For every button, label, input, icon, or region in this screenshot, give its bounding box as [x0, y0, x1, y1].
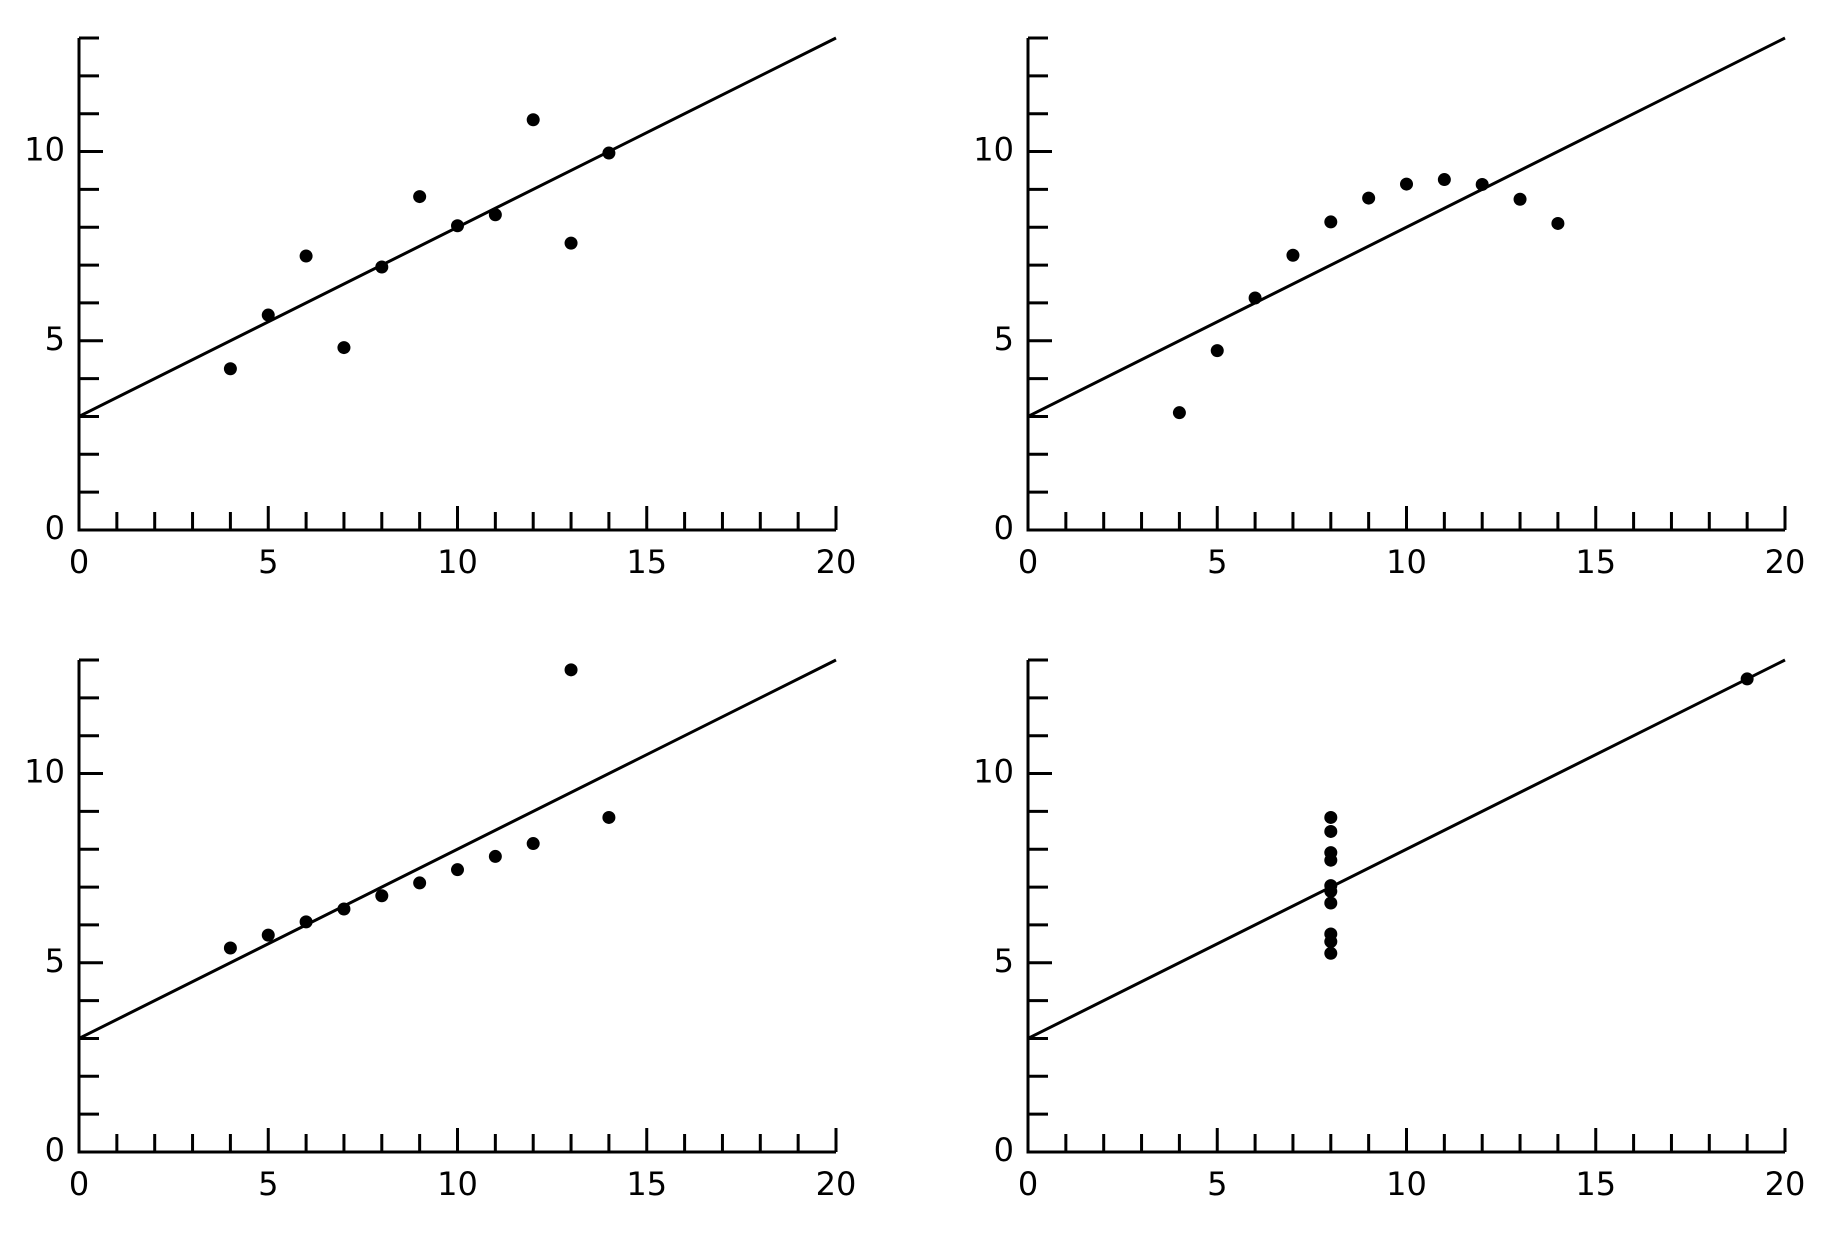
point — [451, 863, 464, 877]
y-tick-label: 5 — [994, 320, 1014, 358]
point — [223, 941, 237, 955]
y-tick-label: 10 — [973, 753, 1014, 791]
x-tick-label: 10 — [1386, 543, 1427, 581]
fit-line — [78, 658, 837, 1040]
axes — [77, 660, 836, 1154]
x-tick-label: 10 — [437, 543, 478, 581]
point — [1475, 177, 1489, 191]
point — [1324, 896, 1338, 910]
point — [375, 260, 389, 274]
x-tick-label: 5 — [1207, 543, 1227, 581]
point — [1248, 291, 1262, 305]
point — [413, 876, 427, 890]
x-tick-label: 20 — [1765, 543, 1806, 581]
point — [337, 902, 351, 916]
point — [526, 113, 540, 127]
x-tick-label: 20 — [816, 1165, 857, 1203]
point — [1513, 192, 1527, 206]
point — [488, 849, 502, 863]
point — [299, 249, 313, 263]
y-tick-label: 10 — [973, 131, 1014, 169]
x-tick-label: 20 — [1765, 1165, 1806, 1203]
point — [1437, 173, 1451, 187]
fit-line — [1027, 36, 1786, 418]
y-tick-label: 0 — [994, 1131, 1014, 1169]
x-tick-label: 15 — [1575, 1165, 1616, 1203]
y-tick-label: 0 — [45, 509, 65, 547]
y-tick-label: 0 — [45, 1131, 65, 1169]
y-tick-label: 5 — [45, 320, 65, 358]
point — [1286, 248, 1300, 262]
x-tick-label: 15 — [1575, 543, 1616, 581]
point — [1172, 406, 1186, 420]
point — [602, 146, 616, 160]
y-tick-label: 5 — [994, 942, 1014, 980]
axes — [1026, 38, 1785, 532]
fit-line — [1027, 658, 1786, 1040]
point — [1210, 344, 1224, 358]
point — [413, 190, 427, 204]
y-tick-label: 10 — [24, 753, 65, 791]
x-tick-label: 0 — [1018, 1165, 1038, 1203]
y-tick-label: 0 — [994, 509, 1014, 547]
point — [299, 915, 313, 929]
x-tick-label: 15 — [626, 543, 667, 581]
x-tick-label: 5 — [258, 543, 278, 581]
point — [564, 236, 578, 250]
point — [261, 928, 275, 942]
point — [223, 362, 237, 376]
point — [602, 810, 616, 824]
point — [1400, 177, 1413, 191]
x-tick-label: 5 — [258, 1165, 278, 1203]
point — [488, 208, 502, 222]
point — [1740, 672, 1754, 686]
x-tick-label: 5 — [1207, 1165, 1227, 1203]
point — [1324, 935, 1338, 949]
x-tick-label: 15 — [626, 1165, 667, 1203]
point — [375, 889, 389, 903]
y-tick-label: 5 — [45, 942, 65, 980]
x-tick-label: 20 — [816, 543, 857, 581]
point — [1324, 846, 1338, 860]
point — [337, 341, 351, 355]
x-tick-label: 10 — [1386, 1165, 1427, 1203]
y-tick-label: 10 — [24, 131, 65, 169]
axes — [77, 38, 836, 532]
point — [526, 837, 540, 851]
point — [1324, 946, 1338, 960]
point — [1551, 216, 1565, 230]
point — [1324, 215, 1338, 229]
point — [261, 308, 275, 322]
point — [1324, 810, 1338, 824]
x-tick-label: 10 — [437, 1165, 478, 1203]
axes — [1026, 660, 1785, 1154]
point — [1362, 191, 1376, 205]
point — [564, 663, 578, 677]
point — [1324, 884, 1338, 898]
point — [451, 219, 464, 233]
x-tick-label: 0 — [69, 543, 89, 581]
x-tick-label: 0 — [1018, 543, 1038, 581]
x-tick-label: 0 — [69, 1165, 89, 1203]
point — [1324, 824, 1338, 838]
